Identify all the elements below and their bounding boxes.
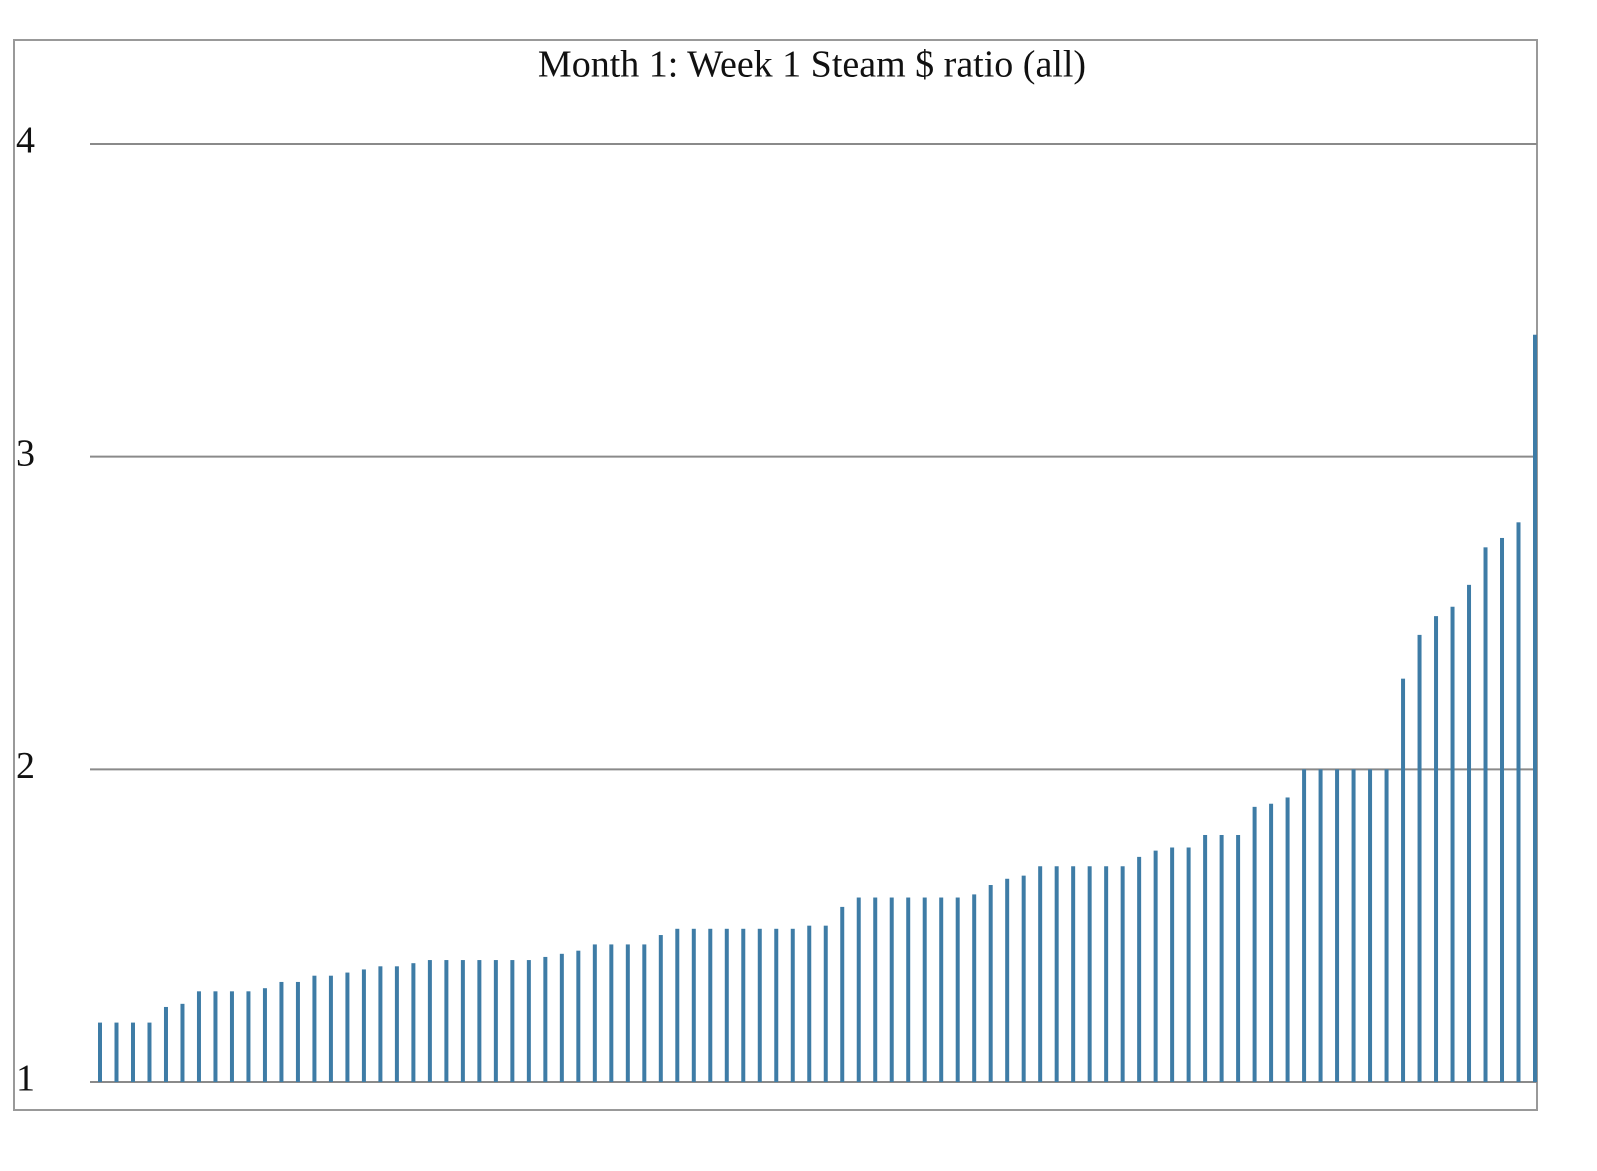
bar: [130, 1022, 135, 1082]
bar: [642, 944, 647, 1082]
bar: [493, 960, 498, 1082]
bar: [98, 1022, 102, 1082]
chart-title: Month 1: Week 1 Steam $ ratio (all): [538, 44, 1086, 86]
bar: [592, 944, 597, 1082]
bar: [1236, 834, 1241, 1082]
bar: [394, 966, 399, 1082]
bar: [196, 991, 201, 1082]
bar: [658, 935, 663, 1082]
bar: [444, 960, 449, 1082]
bar: [262, 988, 267, 1082]
bar: [1137, 856, 1142, 1082]
bar: [1021, 875, 1026, 1082]
bar: [1384, 769, 1389, 1082]
bar: [1269, 803, 1274, 1082]
bar: [1401, 678, 1406, 1082]
bar: [1104, 866, 1109, 1082]
bar: [856, 897, 861, 1082]
bar: [1219, 834, 1224, 1082]
bar: [477, 960, 482, 1082]
bar: [757, 928, 762, 1082]
bar: [1516, 522, 1521, 1082]
bar: [1533, 334, 1537, 1082]
bar: [1054, 866, 1059, 1082]
bar: [1351, 769, 1356, 1082]
bar: [147, 1022, 152, 1082]
bar: [774, 928, 779, 1082]
bar: [691, 928, 696, 1082]
bar: [295, 981, 300, 1082]
bar: [1186, 847, 1191, 1082]
bar: [724, 928, 729, 1082]
bar: [328, 975, 333, 1082]
bar: [1071, 866, 1076, 1082]
bar: [345, 972, 350, 1082]
bar: [1318, 769, 1323, 1082]
bar: [1252, 806, 1257, 1082]
bar: [378, 966, 383, 1082]
bar: [939, 897, 944, 1082]
bar: [1203, 834, 1208, 1082]
bar: [1335, 769, 1340, 1082]
bar: [576, 950, 581, 1082]
bar: [526, 960, 531, 1082]
bar: [741, 928, 746, 1082]
y-tick-label: 1: [16, 1058, 35, 1100]
bar: [559, 953, 564, 1082]
bar: [807, 925, 812, 1082]
bar: [279, 981, 284, 1082]
bar: [955, 897, 960, 1082]
bar: [675, 928, 680, 1082]
bar: [906, 897, 911, 1082]
y-tick-label: 2: [16, 745, 35, 787]
bar: [1153, 850, 1158, 1082]
bar: [1500, 537, 1505, 1082]
bar: [114, 1022, 119, 1082]
bar: [1368, 769, 1373, 1082]
bar: [1467, 584, 1472, 1082]
bar: [1005, 878, 1010, 1082]
bar: [1038, 866, 1043, 1082]
bar: [790, 928, 795, 1082]
bar: [427, 960, 432, 1082]
bar: [625, 944, 630, 1082]
bar: [543, 956, 548, 1082]
y-tick-label: 4: [16, 120, 35, 162]
bar: [1483, 547, 1488, 1082]
bar: [312, 975, 317, 1082]
bar: [163, 1006, 168, 1082]
bar: [873, 897, 878, 1082]
bar: [1434, 616, 1439, 1082]
bar: [180, 1003, 185, 1082]
bar: [213, 991, 218, 1082]
bar: [609, 944, 614, 1082]
bar: [460, 960, 465, 1082]
bar: [972, 894, 977, 1082]
bar: [1450, 606, 1455, 1082]
bar: [411, 963, 416, 1082]
bar: [229, 991, 234, 1082]
bar: [840, 906, 845, 1082]
bar: [1120, 866, 1125, 1082]
bar: [1302, 769, 1307, 1082]
y-tick-label: 3: [16, 432, 35, 474]
bar: [510, 960, 515, 1082]
bar: [361, 969, 366, 1082]
bar: [1285, 797, 1290, 1082]
bar: [988, 885, 993, 1082]
bar: [708, 928, 713, 1082]
bar: [823, 925, 828, 1082]
bar: [922, 897, 927, 1082]
bar: [1417, 634, 1422, 1082]
bar: [889, 897, 894, 1082]
bar: [246, 991, 251, 1082]
bar: [1170, 847, 1175, 1082]
bar: [1087, 866, 1092, 1082]
